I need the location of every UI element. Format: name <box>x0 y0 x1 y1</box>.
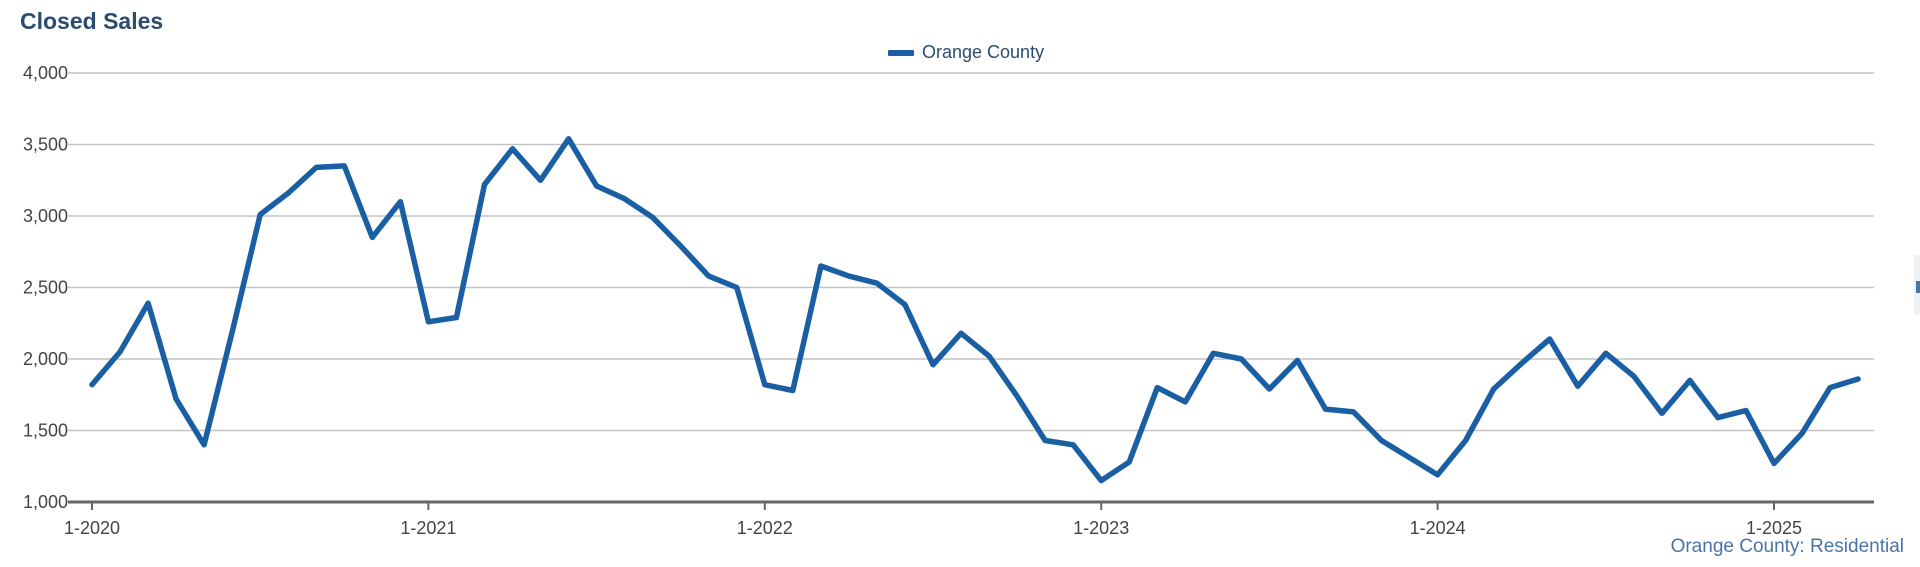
data-point[interactable] <box>1546 335 1554 343</box>
data-point[interactable] <box>1434 471 1442 479</box>
data-point[interactable] <box>1406 454 1414 462</box>
data-point[interactable] <box>200 441 208 449</box>
data-point[interactable] <box>1574 382 1582 390</box>
data-point[interactable] <box>116 348 124 356</box>
y-tick-label: 1,000 <box>23 492 68 512</box>
data-point[interactable] <box>929 361 937 369</box>
chart-footnote: Orange County: Residential <box>1670 536 1904 557</box>
y-tick-label: 4,000 <box>23 63 68 83</box>
chart-title: Closed Sales <box>20 8 164 34</box>
y-tick-label: 3,000 <box>23 206 68 226</box>
data-point[interactable] <box>1630 372 1638 380</box>
data-point[interactable] <box>88 381 96 389</box>
x-tick-label: 1-2020 <box>64 518 120 538</box>
data-point[interactable] <box>1265 385 1273 393</box>
data-point[interactable] <box>1125 458 1133 466</box>
data-point[interactable] <box>817 262 825 270</box>
data-point[interactable] <box>452 314 460 322</box>
data-point[interactable] <box>312 163 320 171</box>
data-point[interactable] <box>593 182 601 190</box>
data-point[interactable] <box>1237 355 1245 363</box>
data-point[interactable] <box>1742 406 1750 414</box>
data-point[interactable] <box>1293 356 1301 364</box>
data-point[interactable] <box>1097 477 1105 485</box>
data-point[interactable] <box>1209 349 1217 357</box>
y-tick-label: 2,000 <box>23 349 68 369</box>
data-point[interactable] <box>1041 437 1049 445</box>
x-tick-label: 1-2025 <box>1746 518 1802 538</box>
data-point[interactable] <box>1518 359 1526 367</box>
y-tick-label: 2,500 <box>23 278 68 298</box>
data-point[interactable] <box>621 195 629 203</box>
y-tick-label: 1,500 <box>23 421 68 441</box>
data-point[interactable] <box>1350 408 1358 416</box>
data-point[interactable] <box>172 395 180 403</box>
data-point[interactable] <box>340 162 348 170</box>
data-point[interactable] <box>1798 429 1806 437</box>
data-point[interactable] <box>228 328 236 336</box>
data-point[interactable] <box>1462 437 1470 445</box>
legend-swatch <box>888 49 914 56</box>
data-point[interactable] <box>480 181 488 189</box>
data-point[interactable] <box>733 284 741 292</box>
data-point[interactable] <box>1013 392 1021 400</box>
data-point[interactable] <box>1658 409 1666 417</box>
data-point[interactable] <box>565 135 573 143</box>
data-point[interactable] <box>1153 384 1161 392</box>
data-point[interactable] <box>1602 349 1610 357</box>
data-point[interactable] <box>901 301 909 309</box>
data-point[interactable] <box>537 176 545 184</box>
legend-label: Orange County <box>922 42 1045 62</box>
legend[interactable]: Orange County <box>888 42 1044 63</box>
x-tick-label: 1-2022 <box>737 518 793 538</box>
data-point[interactable] <box>677 242 685 250</box>
data-point[interactable] <box>424 318 432 326</box>
data-point[interactable] <box>256 211 264 219</box>
x-tick-label: 1-2021 <box>400 518 456 538</box>
data-point[interactable] <box>1854 375 1862 383</box>
data-point[interactable] <box>1714 414 1722 422</box>
y-tick-label: 3,500 <box>23 135 68 155</box>
x-tick-label: 1-2023 <box>1073 518 1129 538</box>
data-point[interactable] <box>1770 459 1778 467</box>
data-point[interactable] <box>1321 405 1329 413</box>
data-point[interactable] <box>1181 398 1189 406</box>
side-panel-tab-marker <box>1916 281 1920 293</box>
data-point[interactable] <box>705 272 713 280</box>
data-point[interactable] <box>873 279 881 287</box>
x-tick-label: 1-2024 <box>1410 518 1466 538</box>
data-point[interactable] <box>396 198 404 206</box>
data-point[interactable] <box>1378 437 1386 445</box>
data-point[interactable] <box>284 189 292 197</box>
data-point[interactable] <box>761 381 769 389</box>
data-point[interactable] <box>1490 385 1498 393</box>
data-point[interactable] <box>789 386 797 394</box>
data-point[interactable] <box>368 233 376 241</box>
data-point[interactable] <box>1069 441 1077 449</box>
data-point[interactable] <box>957 329 965 337</box>
data-point[interactable] <box>509 145 517 153</box>
data-point[interactable] <box>144 299 152 307</box>
data-point[interactable] <box>845 272 853 280</box>
data-point[interactable] <box>649 213 657 221</box>
data-point[interactable] <box>1686 376 1694 384</box>
data-point[interactable] <box>1826 384 1834 392</box>
data-point[interactable] <box>985 352 993 360</box>
series-line-orange-county <box>89 136 1861 484</box>
